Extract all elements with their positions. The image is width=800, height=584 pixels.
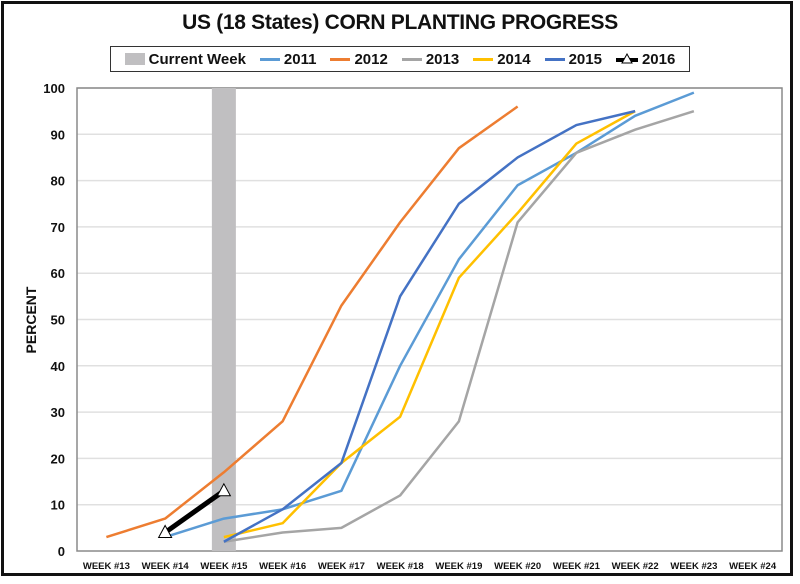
legend-item-2016: 2016 xyxy=(615,50,676,68)
y-tick-label: 60 xyxy=(51,266,65,281)
legend-item-2013: 2013 xyxy=(401,50,460,68)
series-line-2015 xyxy=(223,109,636,543)
legend-item-2012: 2012 xyxy=(330,50,388,68)
x-tick-label: WEEK #21 xyxy=(553,561,601,572)
x-tick-label: WEEK #20 xyxy=(494,561,541,572)
x-tick-label: WEEK #13 xyxy=(83,561,130,572)
series-line-2014 xyxy=(223,110,636,539)
series-line-2012 xyxy=(105,105,519,539)
data-point-2016 xyxy=(157,524,173,538)
y-tick-label: 50 xyxy=(51,313,65,328)
legend-swatch-current-week xyxy=(124,53,145,65)
legend-label-2011: 2011 xyxy=(283,50,317,68)
y-tick-label: 30 xyxy=(51,405,65,420)
legend-item-2011: 2011 xyxy=(259,50,317,68)
legend-swatch-2013 xyxy=(401,57,422,61)
legend-label-2015: 2015 xyxy=(568,50,602,68)
plot-border xyxy=(76,87,783,552)
y-tick-label: 70 xyxy=(51,220,65,235)
chart-title: US (18 States) CORN PLANTING PROGRESS xyxy=(182,11,618,34)
legend-swatch-2011 xyxy=(259,57,280,61)
y-axis-label: PERCENT xyxy=(23,286,39,353)
legend-item-2015: 2015 xyxy=(544,50,602,68)
y-tick-label: 0 xyxy=(58,544,65,559)
x-tick-label: WEEK #17 xyxy=(318,561,365,572)
data-point-2016 xyxy=(216,482,232,497)
legend-item-current-week: Current Week xyxy=(124,50,246,68)
x-tick-label: WEEK #23 xyxy=(670,561,717,572)
legend-label-2012: 2012 xyxy=(354,50,388,68)
x-tick-label: WEEK #22 xyxy=(612,561,659,572)
legend: Current Week 2011 2012 2013 2014 2015 20… xyxy=(110,46,690,72)
legend-label-current-week: Current Week xyxy=(148,50,246,68)
legend-swatch-2016 xyxy=(615,53,638,64)
legend-swatch-2015 xyxy=(544,57,565,61)
series-line-2011 xyxy=(164,91,695,539)
x-tick-label: WEEK #19 xyxy=(435,561,482,572)
y-tick-label: 90 xyxy=(51,127,65,142)
legend-label-2016: 2016 xyxy=(641,50,676,68)
y-tick-label: 40 xyxy=(51,359,65,374)
y-tick-label: 20 xyxy=(51,451,65,466)
x-tick-label: WEEK #18 xyxy=(377,561,424,572)
legend-label-2013: 2013 xyxy=(425,50,460,68)
x-tick-label: WEEK #14 xyxy=(142,561,190,572)
y-tick-label: 10 xyxy=(51,498,65,513)
chart-frame xyxy=(1,1,793,576)
current-week-bar xyxy=(211,88,236,551)
series-line-2016 xyxy=(163,488,226,535)
y-tick-label: 80 xyxy=(51,174,65,189)
x-tick-label: WEEK #16 xyxy=(259,561,306,572)
series-line-2013 xyxy=(223,109,695,543)
y-tick-label: 100 xyxy=(43,81,65,96)
x-tick-label: WEEK #24 xyxy=(729,561,777,572)
legend-item-2014: 2014 xyxy=(473,50,531,68)
legend-swatch-2014 xyxy=(473,57,494,61)
legend-label-2014: 2014 xyxy=(497,50,531,68)
legend-swatch-2012 xyxy=(330,57,351,61)
x-tick-label: WEEK #15 xyxy=(200,561,248,572)
